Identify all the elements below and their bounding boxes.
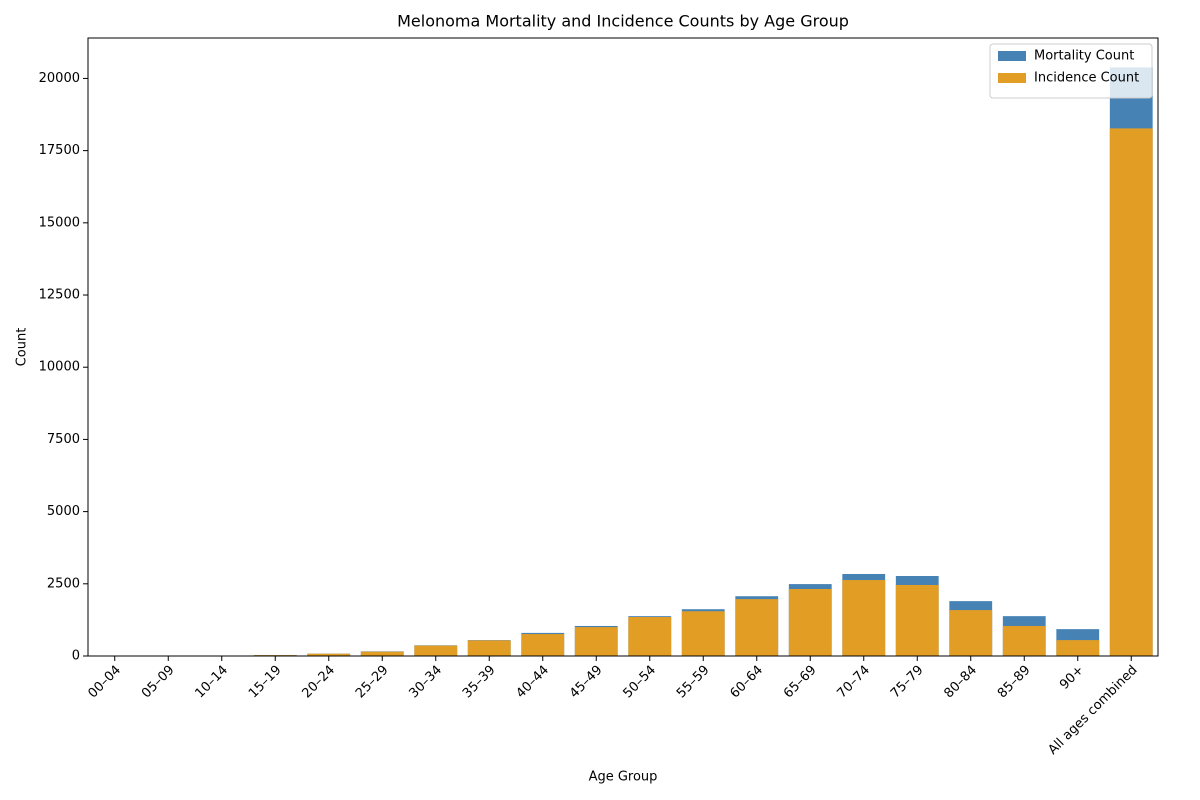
bar bbox=[842, 580, 886, 656]
x-tick-label: 30–34 bbox=[406, 663, 445, 702]
y-tick-label: 20000 bbox=[39, 71, 80, 86]
x-tick-label: All ages combined bbox=[1045, 663, 1140, 758]
x-tick-label: 85–89 bbox=[995, 663, 1034, 702]
bar bbox=[1002, 625, 1046, 656]
x-tick-label: 40–44 bbox=[513, 663, 552, 702]
y-tick-label: 7500 bbox=[47, 432, 80, 447]
legend-swatch bbox=[998, 51, 1026, 61]
y-tick-label: 17500 bbox=[39, 143, 80, 158]
bar bbox=[467, 640, 511, 656]
x-tick-label: 60–64 bbox=[727, 663, 766, 702]
y-tick-label: 12500 bbox=[39, 288, 80, 303]
y-tick-label: 2500 bbox=[47, 576, 80, 591]
bar bbox=[788, 589, 832, 656]
bar bbox=[1109, 128, 1153, 657]
chart-title: Melonoma Mortality and Incidence Counts … bbox=[397, 12, 849, 31]
x-tick-label: 55–59 bbox=[674, 663, 713, 702]
y-tick-label: 15000 bbox=[39, 215, 80, 230]
x-tick-label: 10–14 bbox=[192, 663, 231, 702]
y-tick-label: 5000 bbox=[47, 504, 80, 519]
legend-swatch bbox=[998, 73, 1026, 83]
legend-label: Mortality Count bbox=[1034, 49, 1134, 64]
x-tick-label: 35–39 bbox=[460, 663, 499, 702]
x-axis-label: Age Group bbox=[589, 770, 658, 785]
bar bbox=[414, 645, 458, 656]
x-tick-label: 45–49 bbox=[567, 663, 606, 702]
x-tick-label: 15–19 bbox=[246, 663, 285, 702]
bar bbox=[574, 627, 618, 656]
plot-frame bbox=[87, 37, 1159, 657]
legend-label: Incidence Count bbox=[1034, 71, 1139, 86]
x-tick-label: 75–79 bbox=[888, 663, 927, 702]
x-tick-label: 20–24 bbox=[299, 663, 338, 702]
bars bbox=[200, 67, 1153, 657]
bar bbox=[895, 584, 939, 656]
y-tick-label: 0 bbox=[72, 649, 80, 664]
bar bbox=[307, 653, 351, 656]
x-tick-label: 05–09 bbox=[139, 663, 178, 702]
x-tick-label: 65–69 bbox=[781, 663, 820, 702]
bar bbox=[521, 634, 565, 656]
legend: Mortality Count Incidence Count bbox=[989, 43, 1153, 99]
x-tick-label: 50–54 bbox=[620, 663, 659, 702]
bar bbox=[735, 599, 779, 656]
bar bbox=[681, 611, 725, 656]
x-tick-label: 90+ bbox=[1057, 663, 1087, 693]
legend-box bbox=[989, 43, 1153, 99]
x-tick-label: 70–74 bbox=[834, 663, 873, 702]
bar bbox=[628, 617, 672, 656]
y-axis-label: Count bbox=[15, 328, 30, 367]
bar bbox=[1056, 640, 1100, 656]
bar bbox=[949, 610, 993, 656]
y-tick-label: 10000 bbox=[39, 360, 80, 375]
bar bbox=[360, 651, 404, 656]
x-tick-label: 25–29 bbox=[353, 663, 392, 702]
x-tick-label: 80–84 bbox=[941, 663, 980, 702]
x-tick-label: 00–04 bbox=[85, 663, 124, 702]
